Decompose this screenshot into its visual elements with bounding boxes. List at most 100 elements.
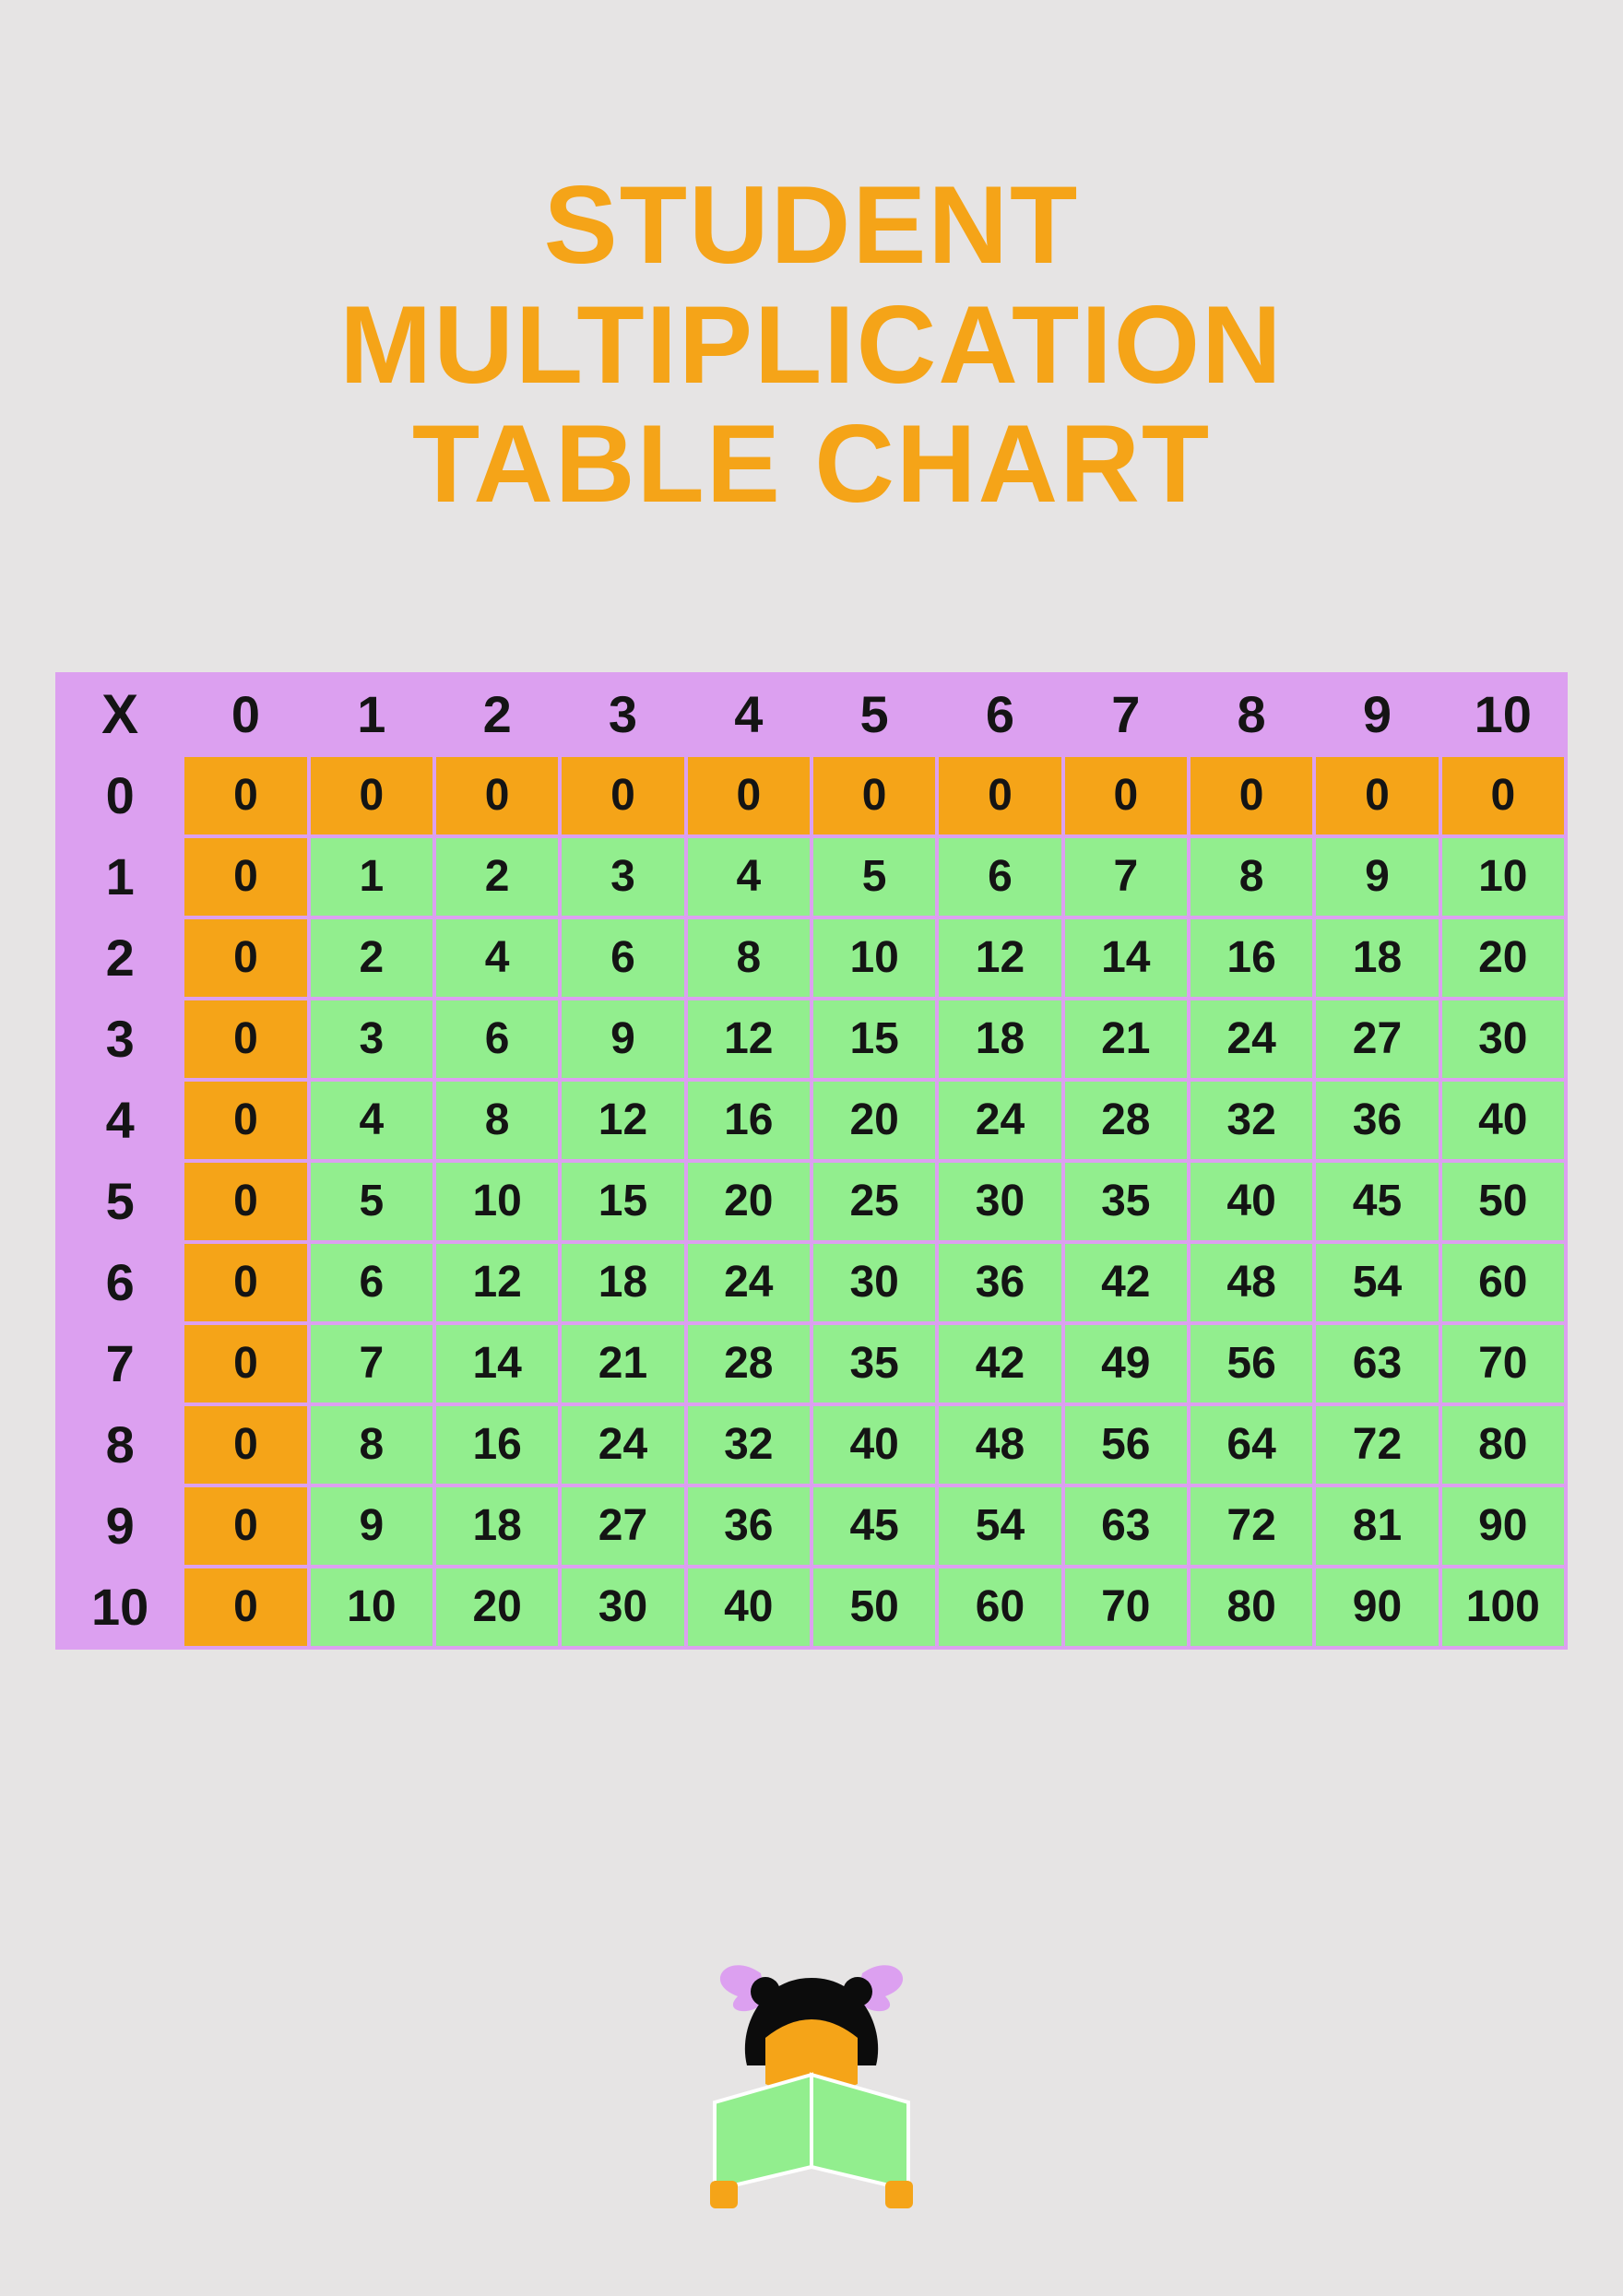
table-cell: 0: [184, 1487, 306, 1565]
title-line: STUDENT: [544, 163, 1080, 287]
row-header: 10: [59, 1568, 181, 1646]
col-header: 2: [436, 676, 558, 753]
table-cell: 2: [436, 838, 558, 916]
table-cell: 4: [436, 919, 558, 997]
row-header: 5: [59, 1163, 181, 1240]
table-cell: 90: [1442, 1487, 1564, 1565]
col-header: 7: [1065, 676, 1187, 753]
table-row: 707142128354249566370: [59, 1325, 1564, 1402]
table-cell: 12: [939, 919, 1060, 997]
title-line: MULTIPLICATION: [339, 283, 1283, 407]
table-cell: 0: [184, 757, 306, 834]
table-cell: 48: [939, 1406, 1060, 1484]
col-header: 0: [184, 676, 306, 753]
table-cell: 12: [436, 1244, 558, 1321]
col-header: 3: [562, 676, 683, 753]
table-cell: 6: [311, 1244, 432, 1321]
table-cell: 16: [1191, 919, 1312, 997]
table-cell: 0: [184, 1163, 306, 1240]
table-cell: 30: [939, 1163, 1060, 1240]
table-cell: 28: [1065, 1082, 1187, 1159]
table-cell: 40: [813, 1406, 935, 1484]
col-header: 1: [311, 676, 432, 753]
table-cell: 10: [813, 919, 935, 997]
table-row: 909182736455463728190: [59, 1487, 1564, 1565]
table-cell: 18: [939, 1000, 1060, 1078]
table-cell: 36: [1316, 1082, 1438, 1159]
table-cell: 49: [1065, 1325, 1187, 1402]
row-header: 3: [59, 1000, 181, 1078]
table-cell: 72: [1191, 1487, 1312, 1565]
table-cell: 3: [311, 1000, 432, 1078]
table-cell: 0: [436, 757, 558, 834]
table-cell: 48: [1191, 1244, 1312, 1321]
table-cell: 36: [688, 1487, 810, 1565]
title-line: TABLE CHART: [412, 402, 1211, 526]
table-row: 808162432404856647280: [59, 1406, 1564, 1484]
table-cell: 2: [311, 919, 432, 997]
row-header: 7: [59, 1325, 181, 1402]
table-cell: 80: [1442, 1406, 1564, 1484]
table-cell: 21: [562, 1325, 683, 1402]
table-cell: 0: [311, 757, 432, 834]
table-cell: 63: [1316, 1325, 1438, 1402]
col-header: 8: [1191, 676, 1312, 753]
multiplication-table-container: X012345678910 00000000000010123456789102…: [55, 672, 1568, 1650]
table-cell: 50: [1442, 1163, 1564, 1240]
table-cell: 18: [562, 1244, 683, 1321]
table-cell: 8: [1191, 838, 1312, 916]
page-title: STUDENTMULTIPLICATIONTABLE CHART: [0, 0, 1623, 525]
table-cell: 45: [813, 1487, 935, 1565]
table-row: 606121824303642485460: [59, 1244, 1564, 1321]
table-cell: 0: [184, 1082, 306, 1159]
table-body: 0000000000001012345678910202468101214161…: [59, 757, 1564, 1646]
table-cell: 7: [311, 1325, 432, 1402]
table-cell: 14: [1065, 919, 1187, 997]
table-row: 40481216202428323640: [59, 1082, 1564, 1159]
table-cell: 24: [1191, 1000, 1312, 1078]
table-cell: 24: [688, 1244, 810, 1321]
table-cell: 14: [436, 1325, 558, 1402]
table-cell: 9: [311, 1487, 432, 1565]
row-header: 1: [59, 838, 181, 916]
table-cell: 1: [311, 838, 432, 916]
multiplication-table: X012345678910 00000000000010123456789102…: [55, 672, 1568, 1650]
table-cell: 42: [939, 1325, 1060, 1402]
table-cell: 20: [436, 1568, 558, 1646]
row-header: 0: [59, 757, 181, 834]
table-cell: 28: [688, 1325, 810, 1402]
table-cell: 54: [1316, 1244, 1438, 1321]
table-cell: 80: [1191, 1568, 1312, 1646]
table-row: 3036912151821242730: [59, 1000, 1564, 1078]
student-reading-icon: [673, 1946, 950, 2222]
table-cell: 60: [939, 1568, 1060, 1646]
table-cell: 40: [1442, 1082, 1564, 1159]
table-cell: 40: [1191, 1163, 1312, 1240]
table-cell: 7: [1065, 838, 1187, 916]
table-cell: 27: [1316, 1000, 1438, 1078]
table-row: 202468101214161820: [59, 919, 1564, 997]
row-header: 6: [59, 1244, 181, 1321]
table-cell: 18: [436, 1487, 558, 1565]
table-cell: 0: [1442, 757, 1564, 834]
table-cell: 10: [1442, 838, 1564, 916]
table-cell: 40: [688, 1568, 810, 1646]
table-cell: 70: [1065, 1568, 1187, 1646]
table-cell: 36: [939, 1244, 1060, 1321]
row-header: 4: [59, 1082, 181, 1159]
table-row: 1012345678910: [59, 838, 1564, 916]
table-cell: 15: [813, 1000, 935, 1078]
table-cell: 0: [184, 838, 306, 916]
table-header-row: X012345678910: [59, 676, 1564, 753]
table-cell: 4: [311, 1082, 432, 1159]
col-header: 4: [688, 676, 810, 753]
table-cell: 0: [562, 757, 683, 834]
col-header: 10: [1442, 676, 1564, 753]
col-header: 6: [939, 676, 1060, 753]
table-cell: 6: [436, 1000, 558, 1078]
table-cell: 21: [1065, 1000, 1187, 1078]
table-cell: 0: [813, 757, 935, 834]
col-header: 9: [1316, 676, 1438, 753]
table-cell: 9: [1316, 838, 1438, 916]
col-header: 5: [813, 676, 935, 753]
